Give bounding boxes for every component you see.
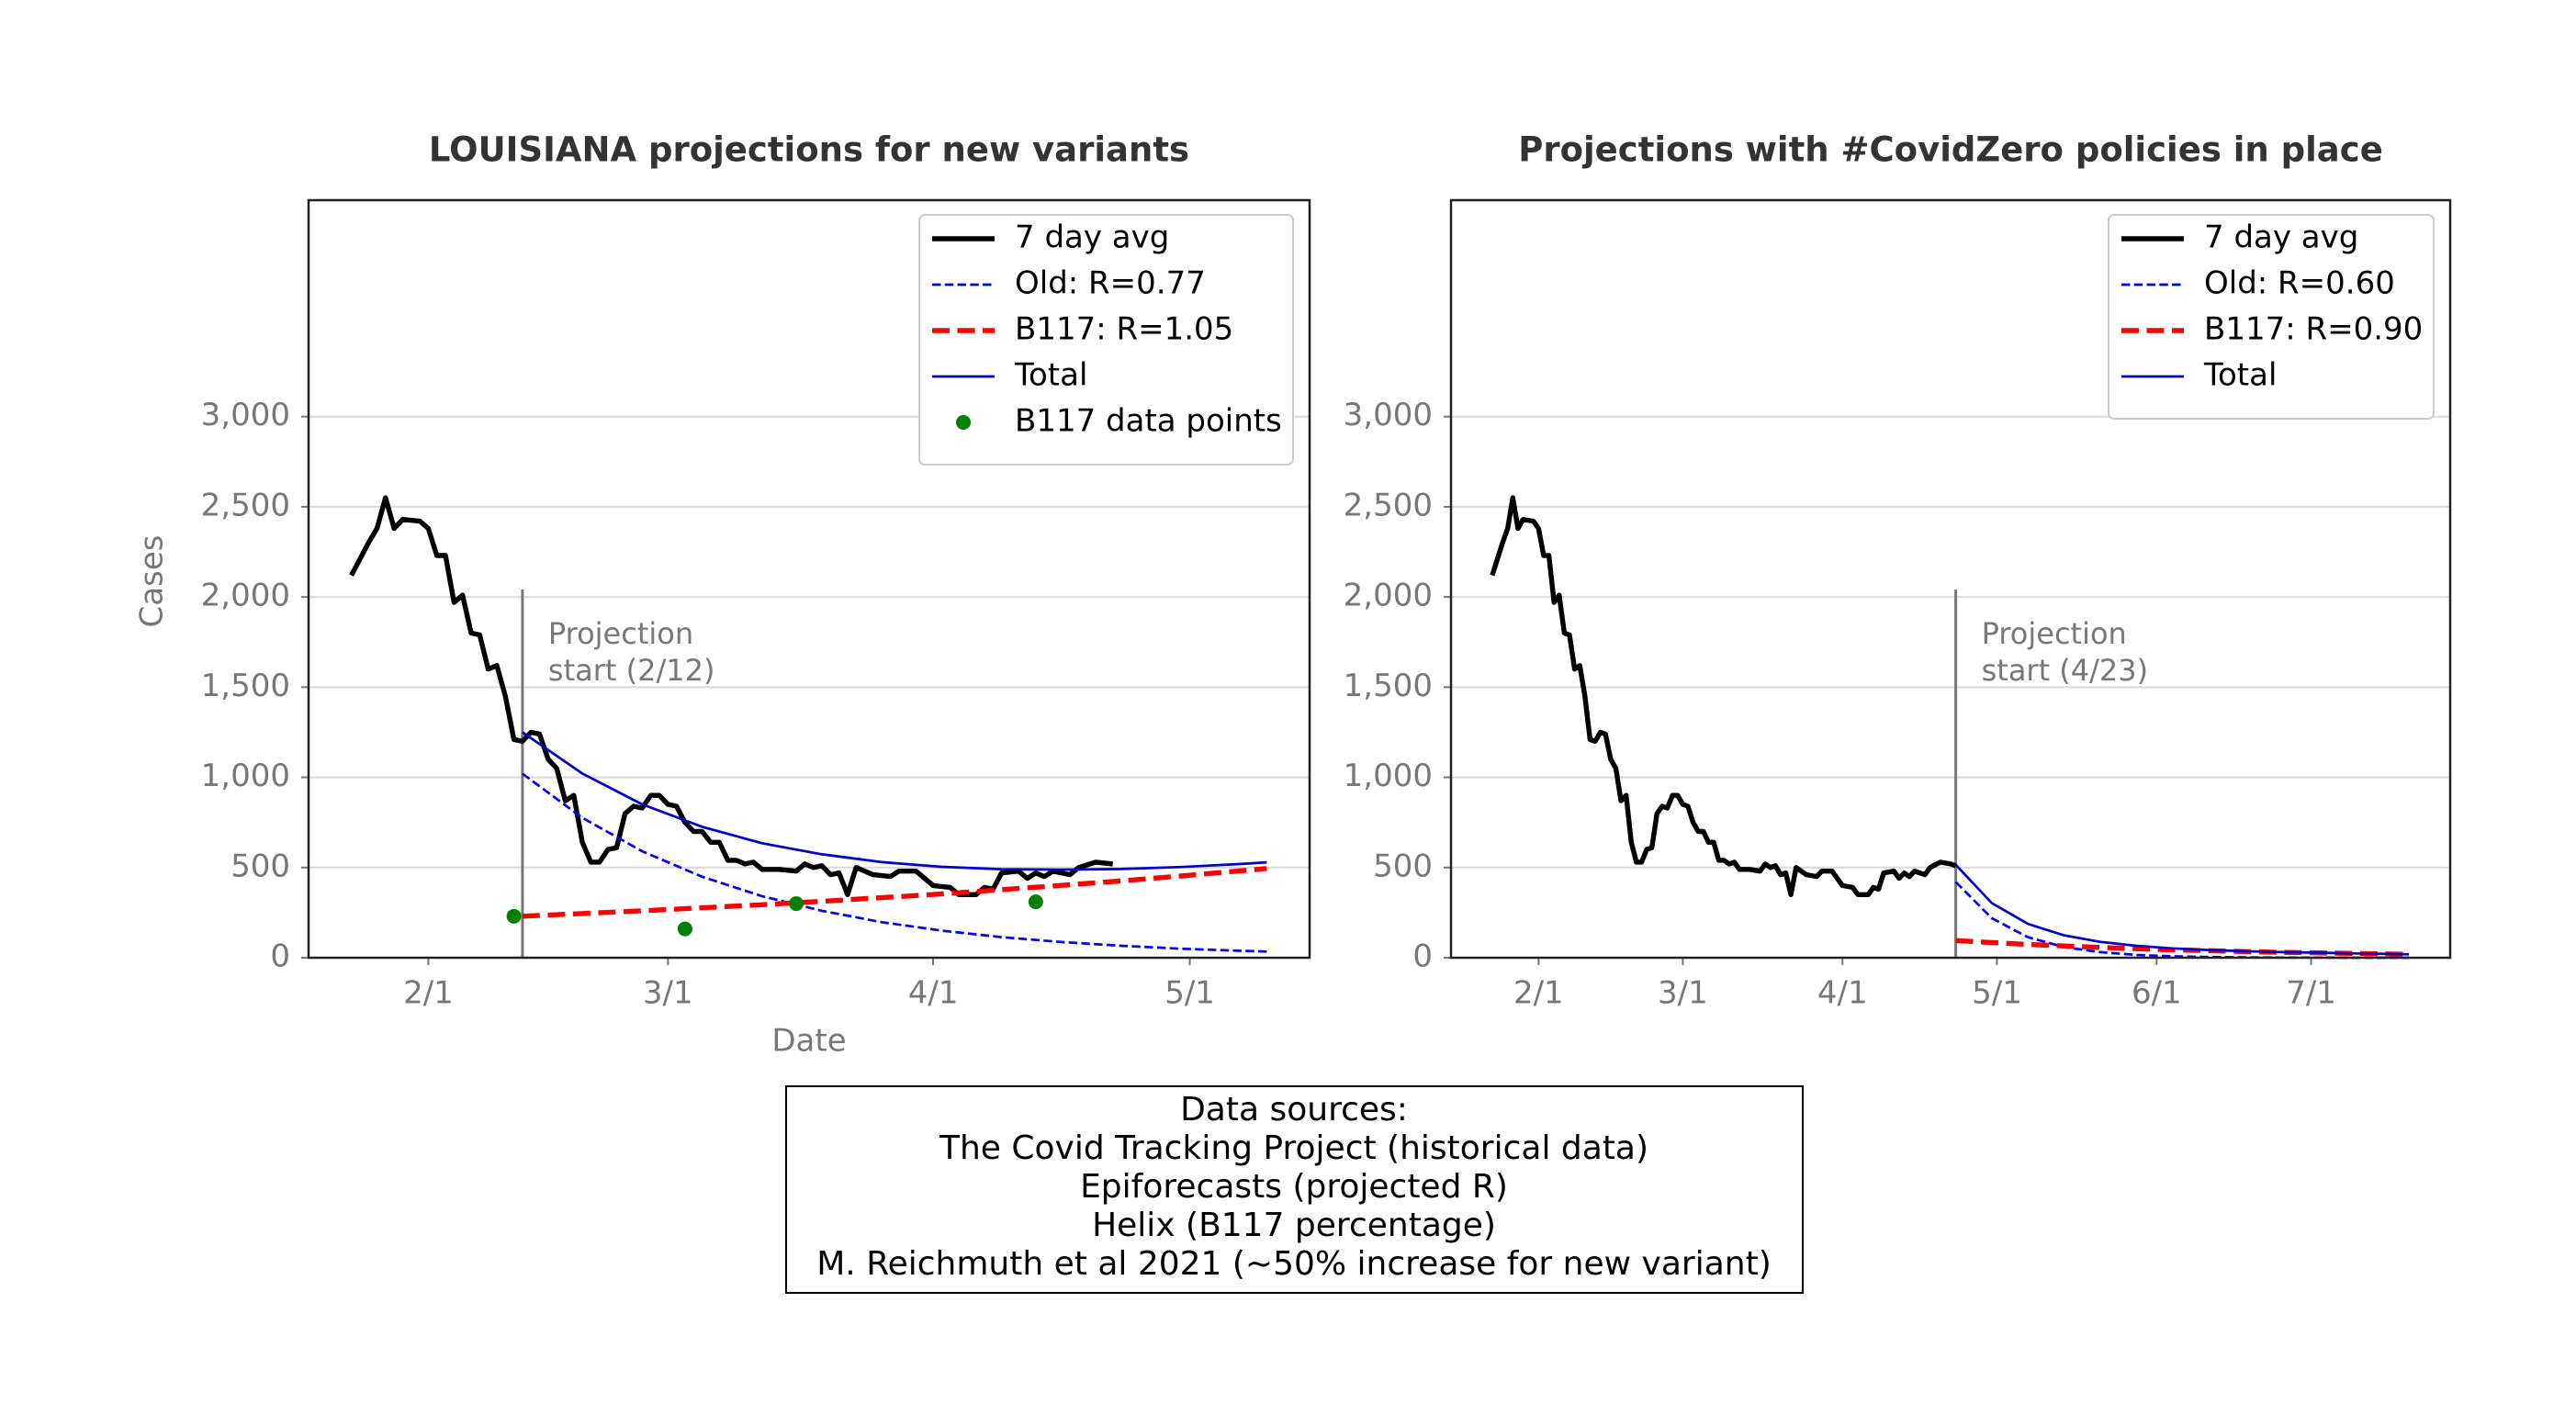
x-tick-label: 2/1 [1513,975,1564,1012]
y-tick-label: 500 [1373,848,1433,884]
x-tick-label: 4/1 [908,975,959,1012]
legend-box [2108,214,2435,420]
legend-label: Old: R=0.60 [2204,265,2395,302]
y-axis-label: Cases [134,535,171,628]
legend-label: B117 data points [1015,403,1282,440]
y-tick-label: 2,000 [1344,578,1433,614]
x-tick-label: 5/1 [1972,975,2022,1012]
y-tick-label: 0 [270,938,290,975]
chart-title: Projections with #CovidZero policies in … [1518,130,2383,170]
y-tick-label: 500 [231,848,290,884]
source-line: M. Reichmuth et al 2021 (~50% increase f… [816,1245,1771,1283]
annotation: Projection [1982,616,2127,651]
source-line: Epiforecasts (projected R) [1080,1168,1508,1206]
data-point [789,896,804,912]
legend-label: 7 day avg [2204,219,2358,256]
chart-title: LOUISIANA projections for new variants [429,130,1189,170]
annotation: start (2/12) [548,653,715,688]
axes-frame [1449,198,2452,960]
x-axis-label: Date [771,1023,846,1060]
x-tick-label: 7/1 [2286,975,2336,1012]
x-tick-label: 6/1 [2132,975,2182,1012]
source-line: Data sources: [1180,1091,1408,1129]
y-tick-label: 1,000 [201,758,290,794]
x-tick-label: 5/1 [1164,975,1215,1012]
y-tick-label: 3,000 [1344,397,1433,433]
series-line [349,495,1113,897]
series-line [522,772,1267,953]
legend-label: Total [2203,357,2277,394]
legend-label: 7 day avg [1015,219,1169,256]
series-line [522,731,1267,871]
y-tick-label: 0 [1412,938,1433,975]
data-point [1028,894,1043,910]
x-tick-label: 2/1 [403,975,454,1012]
data-point [677,921,692,937]
legend-marker [956,415,971,430]
x-tick-label: 4/1 [1817,975,1868,1012]
legend-label: Old: R=0.77 [1015,265,1206,302]
y-tick-label: 1,500 [1344,668,1433,704]
series-line [1954,863,2410,956]
annotation: start (4/23) [1982,653,2149,688]
legend-label: Total [1014,357,1087,394]
legend-label: B117: R=0.90 [2204,311,2423,348]
y-tick-label: 3,000 [201,397,290,433]
x-tick-label: 3/1 [643,975,693,1012]
y-tick-label: 1,500 [201,668,290,704]
y-tick-label: 1,000 [1344,758,1433,794]
sources-box [785,1085,1804,1294]
series-line [1490,495,1957,897]
x-tick-label: 3/1 [1658,975,1708,1012]
source-line: Helix (B117 percentage) [1092,1207,1496,1244]
series-line [522,866,1267,919]
y-tick-label: 2,000 [201,578,290,614]
annotation: Projection [548,616,693,651]
legend-box [918,214,1294,466]
series-line [1954,881,2410,960]
data-point [506,908,522,924]
legend-label: B117: R=1.05 [1015,311,1233,348]
y-tick-label: 2,500 [201,487,290,523]
axes-frame [307,198,1311,960]
source-line: The Covid Tracking Project (historical d… [939,1129,1648,1167]
y-tick-label: 2,500 [1344,487,1433,523]
